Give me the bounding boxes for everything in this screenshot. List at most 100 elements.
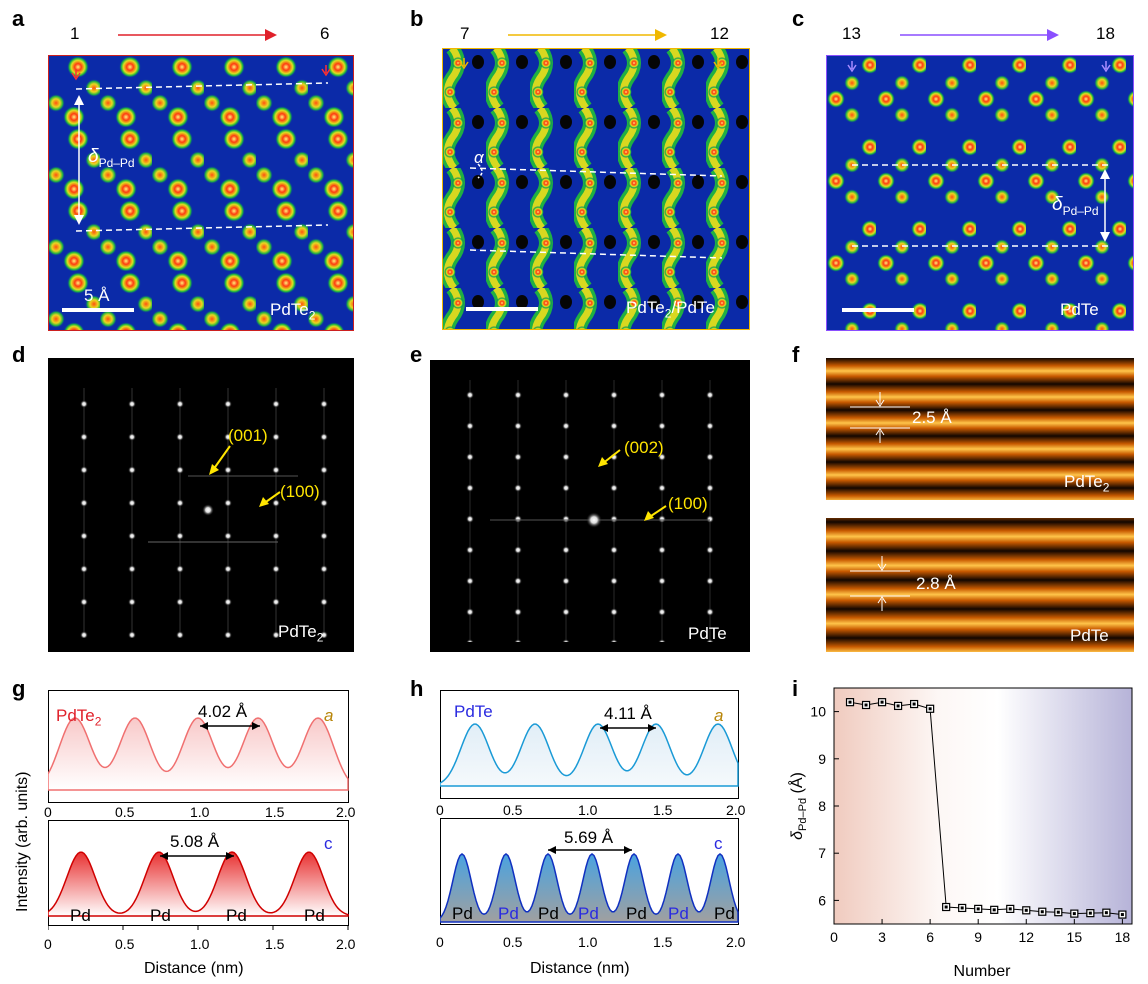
panel-c-direction-arrow [900,29,1059,41]
panel-g-c-axis-label: c [324,834,333,853]
panel-h-c-xtick-0: 0 [436,934,444,950]
panel-h-c-xtick-4: 2.0 [726,934,746,950]
panel-b-direction-arrow [508,29,667,41]
chart-xtick-label: 6 [926,929,934,945]
panel-f-bottom-material: PdTe [1070,626,1109,645]
panel-h-a-xtick-2: 1.0 [578,802,598,818]
chart-point-center [928,707,932,711]
panel-a-stem-image [48,55,354,331]
chart-ytick-label: 6 [818,892,826,908]
panel-h-xlabel: Distance (nm) [530,960,630,977]
panel-g-c-xtick-4: 2.0 [336,936,356,952]
chart-xtick-label: 12 [1018,929,1034,945]
chart-point-center [896,704,900,708]
chart-point-center [1056,910,1060,914]
chart-point-center [864,703,868,707]
panel-f-top-material: PdTe2 [1064,472,1110,495]
panel-h-atom-5: Pd [626,904,647,923]
panel-h-atom-6: Pd [668,904,689,923]
panel-a-direction-arrow [118,29,277,41]
panel-d-fft-image [48,358,354,652]
chart-ylabel: δPd–Pd (Å) [787,772,809,840]
panel-g-atom-1: Pd [70,906,91,925]
chart-point-center [944,905,948,909]
panel-g-a-axis-label: a [324,706,334,725]
chart-point-center [960,906,964,910]
panel-e-spot-100: (100) [668,494,708,513]
panel-b-stem-image [442,48,750,330]
panel-d-spot-100: (100) [280,482,320,501]
panel-g-atom-3: Pd [226,906,247,925]
panel-c-end-index: 18 [1096,24,1115,43]
panel-f-profile-top [826,358,1134,500]
panel-g-atom-2: Pd [150,906,171,925]
chart-ytick-label: 7 [818,845,826,861]
panel-h-a-spacing: 4.11 Å [604,704,652,723]
panel-g-c-spacing: 5.08 Å [170,832,220,851]
panel-g-xlabel: Distance (nm) [144,960,244,977]
chart-xtick-label: 18 [1115,929,1131,945]
panel-a-scale-label: 5 Å [84,286,110,305]
chart-point-center [992,908,996,912]
panel-a-delta-label: δPd–Pd [88,146,135,170]
panel-a-letter: a [12,6,25,31]
panel-gh-ylabel: Intensity (arb. units) [14,771,31,913]
panel-h-letter: h [410,676,424,701]
panel-g-c-xtick-2: 1.0 [190,936,210,952]
chart-point-center [848,700,852,704]
panel-e-material: PdTe [688,624,727,643]
chart-point-center [880,700,884,704]
panel-e-letter: e [410,342,423,367]
chart-point-center [1024,908,1028,912]
chart-point-center [1008,907,1012,911]
panel-b-start-index: 7 [460,24,470,43]
panel-b-alpha-label: α [474,148,484,167]
panel-h-a-xtick-3: 1.5 [653,802,673,818]
panel-h-c-xtick-2: 1.0 [578,934,598,950]
panel-h-material: PdTe [454,702,493,721]
panel-h-c-xtick-1: 0.5 [503,934,523,950]
panel-h-plots [440,690,739,925]
panel-g-a-xtick-0: 0 [44,804,52,820]
chart-xtick-label: 9 [974,929,982,945]
panel-c-start-index: 13 [842,24,861,43]
panel-d-material: PdTe2 [278,622,324,645]
chart-xlabel: Number [954,963,1012,980]
panel-h-a-xtick-1: 0.5 [503,802,523,818]
chart-xtick-label: 0 [830,929,838,945]
panel-c-delta-label: δPd–Pd [1052,194,1099,218]
panel-g-a-xtick-1: 0.5 [115,804,135,820]
panel-b-letter: b [410,6,424,31]
panel-f-profile-bottom [826,518,1134,652]
chart-ytick-label: 8 [818,798,826,814]
panel-h-a-xtick-0: 0 [436,802,444,818]
panel-g-letter: g [12,676,26,701]
chart-ytick-label: 9 [818,751,826,767]
panel-d-spot-001: (001) [228,426,268,445]
panel-g-material: PdTe2 [56,706,102,729]
panel-h-atom-1: Pd [452,904,473,923]
panel-e-fft-image [430,360,750,652]
panel-h-a-axis-label: a [714,706,724,725]
panel-g-c-xtick-0: 0 [44,936,52,952]
chart-xtick-label: 3 [878,929,886,945]
panel-f-top-spacing: 2.5 Å [912,408,952,427]
panel-h-atom-7: Pd [714,904,735,923]
chart-point-center [912,702,916,706]
panel-g-a-xtick-3: 1.5 [265,804,285,820]
chart-plot-area [833,687,1133,925]
panel-b-end-index: 12 [710,24,729,43]
panel-i-chart: 0 3 6 9 12 15 18 6 7 8 9 10 Number δPd–Pd (Å) [787,687,1133,980]
panel-h-atom-4: Pd [578,904,599,923]
panel-h-c-spacing: 5.69 Å [564,828,614,847]
panel-f-bottom-spacing: 2.8 Å [916,574,956,593]
chart-point-center [1104,911,1108,915]
panel-b-material: PdTe2/PdTe [626,298,715,321]
panel-g-a-xtick-2: 1.0 [190,804,210,820]
panel-f-letter: f [792,342,800,367]
panel-a-start-index: 1 [70,24,80,43]
panel-h-c-xtick-3: 1.5 [653,934,673,950]
panel-g-c-xtick-1: 0.5 [115,936,135,952]
panel-d-letter: d [12,342,26,367]
chart-xtick-label: 15 [1067,929,1083,945]
